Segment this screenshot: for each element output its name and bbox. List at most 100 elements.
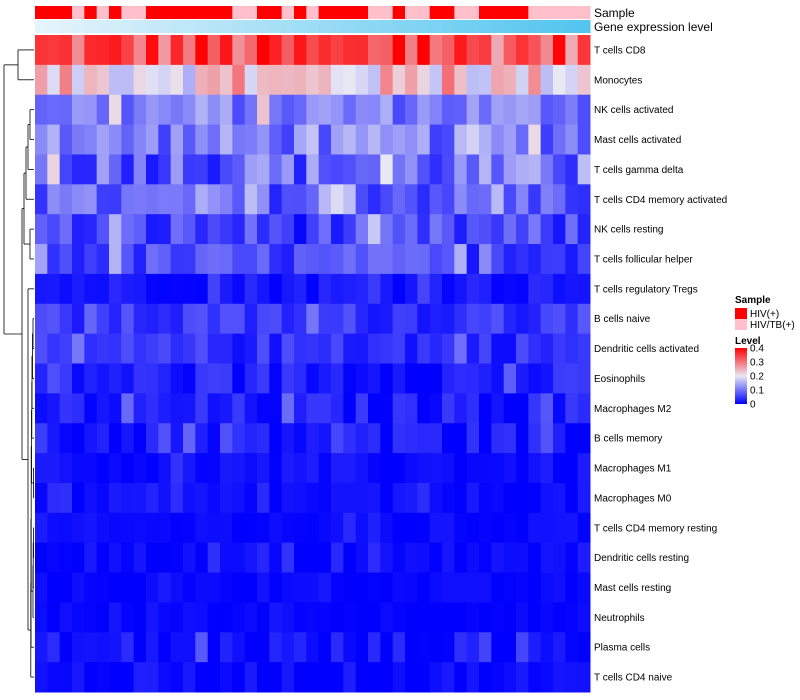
- heatmap-cell: [466, 632, 480, 663]
- heatmap-cell: [355, 512, 369, 544]
- heatmap-cell: [454, 244, 468, 275]
- heatmap-cell: [306, 214, 320, 245]
- heatmap-cell: [96, 333, 110, 364]
- gene-anno-cell: [355, 20, 369, 33]
- legend-label-hiv: HIV(+): [750, 309, 779, 320]
- heatmap-cell: [183, 124, 196, 155]
- heatmap-cell: [528, 602, 542, 633]
- heatmap-cell: [392, 542, 406, 574]
- sample-anno-cell: [72, 6, 85, 19]
- sample-anno-cell: [565, 6, 579, 19]
- heatmap-cell: [318, 393, 332, 424]
- heatmap-cell: [392, 632, 406, 663]
- heatmap-cell: [479, 64, 492, 96]
- heatmap-cell: [207, 154, 221, 185]
- heatmap-cell: [565, 393, 579, 424]
- heatmap-cell: [195, 184, 209, 215]
- heatmap-cell: [503, 94, 517, 126]
- heatmap-cell: [146, 35, 159, 66]
- heatmap-cell: [417, 423, 431, 454]
- heatmap-cell: [109, 214, 122, 245]
- heatmap-cell: [109, 244, 122, 275]
- heatmap-cell: [133, 363, 147, 394]
- heatmap-cell: [331, 64, 344, 96]
- heatmap-cell: [429, 124, 443, 155]
- heatmap-cell: [306, 244, 320, 275]
- gene-anno-cell: [368, 20, 381, 33]
- heatmap-cell: [318, 453, 332, 484]
- heatmap-cell: [47, 94, 61, 126]
- sample-anno-cell: [368, 6, 381, 19]
- heatmap-cell: [355, 393, 369, 424]
- heatmap-cell: [343, 512, 357, 544]
- heatmap-cell: [454, 572, 468, 603]
- heatmap-cell: [121, 214, 135, 245]
- heatmap-cell: [281, 393, 295, 424]
- heatmap-cell: [269, 154, 283, 185]
- heatmap-cell: [35, 273, 48, 305]
- heatmap-cell: [405, 572, 418, 603]
- heatmap-cell: [392, 333, 406, 364]
- heatmap-cell: [553, 124, 566, 155]
- heatmap-cell: [257, 94, 270, 126]
- gene-anno-cell: [540, 20, 554, 33]
- heatmap-cell: [565, 273, 579, 305]
- heatmap-cell: [232, 512, 246, 544]
- heatmap-cell: [146, 632, 159, 663]
- heatmap-cell: [355, 542, 369, 574]
- heatmap-cell: [565, 35, 579, 66]
- heatmap-cell: [306, 423, 320, 454]
- heatmap-cell: [577, 154, 591, 185]
- heatmap-cell: [355, 482, 369, 514]
- heatmap-cell: [491, 333, 505, 364]
- gene-anno-cell: [466, 20, 480, 33]
- heatmap-cell: [121, 273, 135, 305]
- row-label: T cells CD8: [594, 45, 646, 56]
- heatmap-cell: [269, 662, 283, 693]
- heatmap-cell: [47, 512, 61, 544]
- row-label: Mast cells activated: [594, 135, 681, 146]
- heatmap-cell: [466, 35, 480, 66]
- heatmap-cell: [368, 542, 381, 574]
- heatmap-cell: [35, 214, 48, 245]
- heatmap-cell: [491, 572, 505, 603]
- heatmap-cell: [540, 423, 554, 454]
- heatmap-cell: [84, 512, 98, 544]
- heatmap-cell: [343, 423, 357, 454]
- heatmap-cell: [565, 542, 579, 574]
- sample-anno-cell: [158, 6, 172, 19]
- heatmap-cell: [96, 94, 110, 126]
- heatmap-cell: [109, 363, 122, 394]
- heatmap-cell: [466, 482, 480, 514]
- heatmap-cell: [244, 632, 258, 663]
- heatmap-cell: [257, 602, 270, 633]
- heatmap-cell: [380, 184, 394, 215]
- heatmap-cell: [318, 244, 332, 275]
- heatmap-cell: [355, 94, 369, 126]
- heatmap-cell: [577, 632, 591, 663]
- heatmap-cell: [170, 542, 184, 574]
- heatmap-cell: [343, 244, 357, 275]
- heatmap-cell: [331, 542, 344, 574]
- heatmap-cell: [368, 423, 381, 454]
- heatmap-cell: [170, 423, 184, 454]
- row-labels: T cells CD8 Monocytes NK cells activated Ma…: [594, 45, 727, 683]
- heatmap-cell: [553, 423, 566, 454]
- gene-anno-cell: [392, 20, 406, 33]
- legend-label-hiv-tb: HIV/TB(+): [750, 320, 795, 331]
- heatmap-cell: [183, 303, 196, 335]
- heatmap-cell: [158, 632, 172, 663]
- heatmap-cell: [220, 572, 233, 603]
- heatmap-cell: [368, 94, 381, 126]
- heatmap-cell: [257, 542, 270, 574]
- heatmap-cell: [146, 602, 159, 633]
- heatmap-cell: [109, 124, 122, 155]
- heatmap-cell: [84, 184, 98, 215]
- heatmap-cell: [442, 35, 455, 66]
- heatmap-cell: [392, 124, 406, 155]
- sample-anno-cell: [318, 6, 332, 19]
- sample-anno-cell: [417, 6, 431, 19]
- heatmap-cell: [84, 35, 98, 66]
- heatmap-cell: [454, 333, 468, 364]
- heatmap-cell: [516, 662, 529, 693]
